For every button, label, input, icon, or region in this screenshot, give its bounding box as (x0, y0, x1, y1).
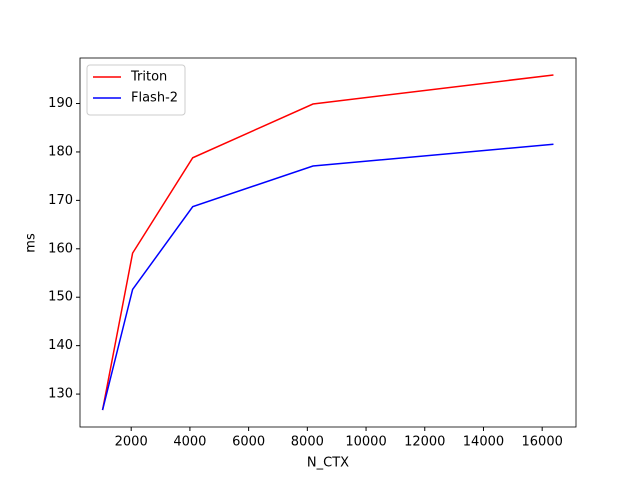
x-tick-label: 12000 (404, 435, 445, 450)
x-axis-label: N_CTX (307, 456, 349, 471)
x-tick-label: 4000 (173, 435, 206, 450)
y-tick-label: 170 (48, 193, 73, 208)
line-series (101, 74, 554, 411)
legend-label: Flash-2 (131, 91, 178, 106)
x-tick-label: 14000 (463, 435, 504, 450)
x-tick-label: 8000 (291, 435, 324, 450)
y-tick-label: 150 (48, 290, 73, 305)
x-tick-label: 10000 (345, 435, 386, 450)
y-tick-label: 180 (48, 144, 73, 159)
y-tick-label: 130 (48, 387, 73, 402)
legend-label: Triton (130, 70, 167, 85)
y-tick-label: 190 (48, 96, 73, 111)
y-tick-label: 140 (48, 338, 73, 353)
y-tick-label: 160 (48, 241, 73, 256)
x-tick-label: 16000 (522, 435, 563, 450)
axes-frame (79, 57, 577, 428)
line-series (101, 143, 554, 411)
y-axis-label: ms (24, 233, 39, 253)
x-tick-label: 6000 (232, 435, 265, 450)
x-tick-label: 2000 (115, 435, 148, 450)
